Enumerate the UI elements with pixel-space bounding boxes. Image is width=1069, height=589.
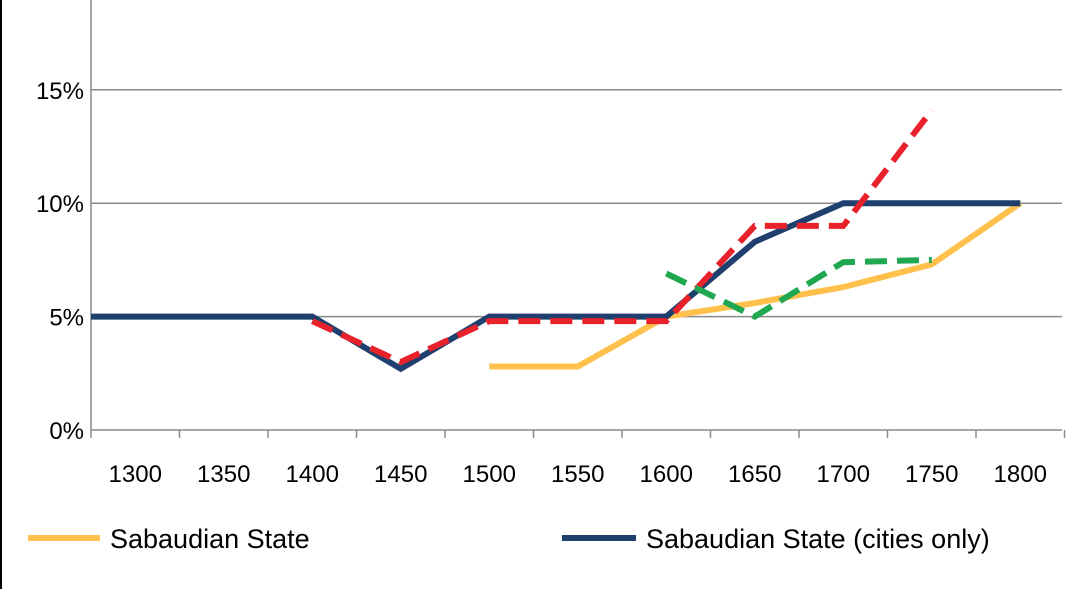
series-lines [91, 108, 1023, 373]
x-tick-label: 1750 [905, 461, 958, 488]
x-tick-label: 1550 [551, 461, 604, 488]
y-tick-label: 10% [36, 191, 84, 218]
y-tick-labels: 0% 5% 10% 15% [36, 78, 84, 445]
legend-label: Sabaudian State (cities only) [646, 524, 990, 554]
x-tick-label: 1600 [640, 461, 693, 488]
y-tick-label: 5% [49, 305, 84, 332]
y-tick-label: 15% [36, 78, 84, 105]
legend: Sabaudian State Sabaudian State (cities o… [28, 524, 990, 554]
x-tick-label: 1650 [728, 461, 781, 488]
x-ticks [90, 430, 1066, 438]
x-tick-label: 1500 [463, 461, 516, 488]
x-tick-label: 1350 [197, 461, 250, 488]
x-tick-label: 1450 [374, 461, 427, 488]
series-line-1 [489, 200, 1023, 370]
legend-label: Sabaudian State [110, 524, 310, 554]
y-tick-label: 0% [49, 418, 84, 445]
x-tick-label: 1400 [286, 461, 339, 488]
x-tick-label: 1800 [994, 461, 1047, 488]
series-line-3 [311, 108, 935, 366]
series-line-2 [91, 200, 1021, 373]
x-tick-labels: 1300 1350 1400 1450 1500 1550 1600 1650 1700 1750… [109, 461, 1047, 488]
x-tick-label: 1300 [109, 461, 162, 488]
x-tick-label: 1700 [817, 461, 870, 488]
series-line-4 [664, 256, 932, 321]
